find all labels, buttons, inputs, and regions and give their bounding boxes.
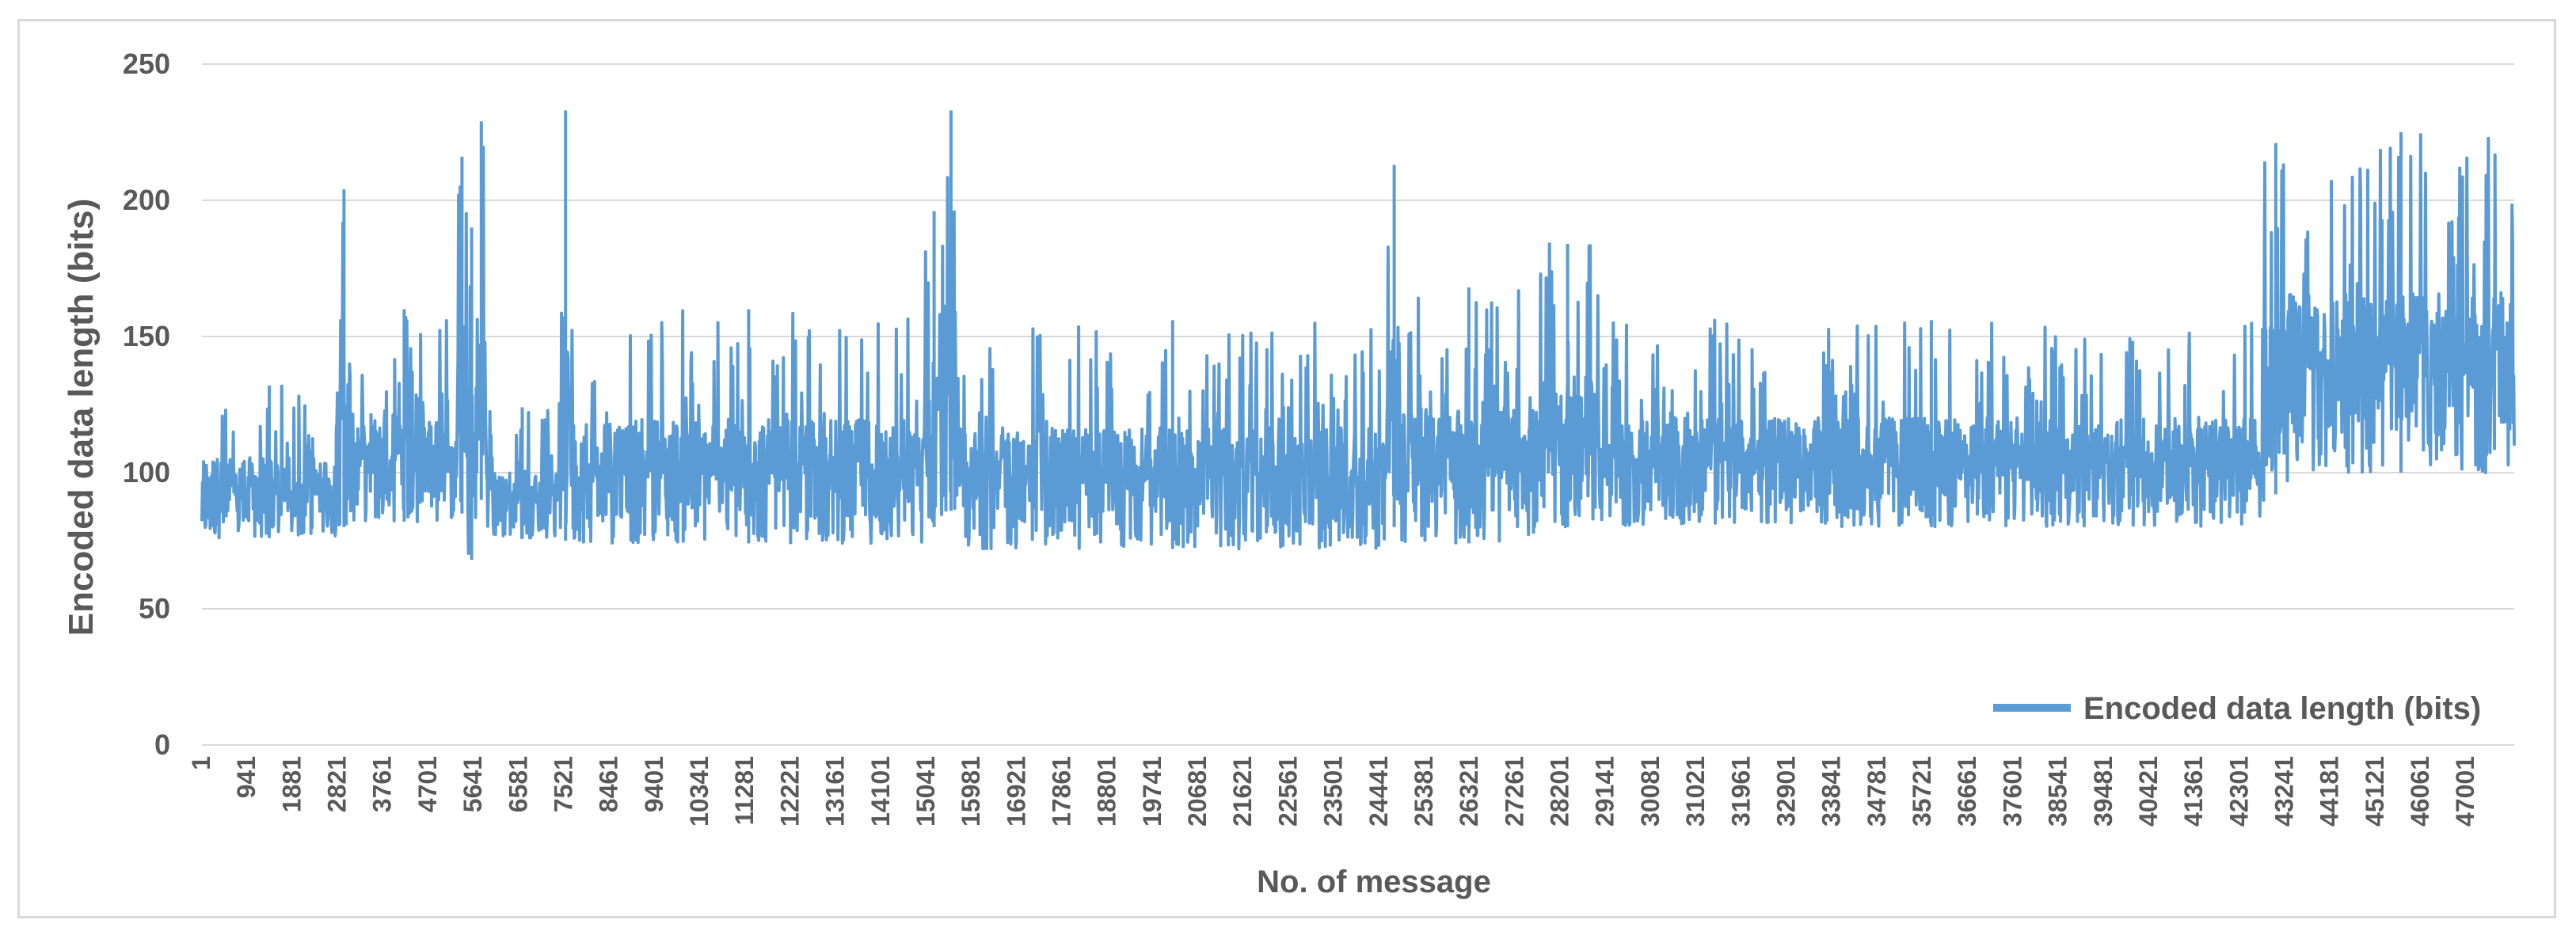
x-tick-label: 29141	[1591, 756, 1619, 827]
x-tick-label: 22561	[1273, 756, 1302, 827]
x-tick-label: 5641	[459, 756, 487, 812]
x-tick-label: 32901	[1772, 756, 1801, 827]
x-tick-label: 20681	[1183, 756, 1212, 827]
x-tick-label: 42301	[2224, 756, 2253, 827]
x-tick-label: 10341	[685, 756, 713, 827]
x-tick-label: 45121	[2361, 756, 2389, 827]
legend-label: Encoded data length (bits)	[2083, 691, 2481, 726]
x-tick-label: 1	[187, 756, 215, 770]
x-axis-title: No. of message	[1257, 865, 1491, 899]
legend: Encoded data length (bits)	[1993, 691, 2481, 726]
x-tick-label: 38541	[2044, 756, 2072, 827]
x-tick-label: 23501	[1319, 756, 1348, 827]
series-line-path	[200, 110, 2516, 561]
x-tick-labels: 1 941 1881 2821 3761 4701 5641 6581 7521 8461 9401…	[187, 756, 2479, 827]
x-tick-label: 24441	[1364, 756, 1393, 827]
x-tick-label: 941	[232, 756, 261, 798]
x-tick-label: 7521	[550, 756, 578, 812]
x-tick-label: 21621	[1228, 756, 1257, 827]
x-tick-label: 1881	[277, 756, 306, 812]
x-tick-label: 12221	[775, 756, 804, 827]
x-tick-label: 35721	[1908, 756, 1936, 827]
x-tick-label: 27261	[1500, 756, 1528, 827]
x-tick-label: 43241	[2270, 756, 2299, 827]
y-tick-label: 100	[123, 456, 170, 488]
y-tick-label: 200	[123, 184, 170, 216]
x-tick-label: 46061	[2406, 756, 2434, 827]
x-tick-label: 13161	[821, 756, 850, 827]
x-tick-label: 37601	[1998, 756, 2026, 827]
x-tick-label: 47001	[2451, 756, 2479, 827]
x-tick-label: 15981	[957, 756, 985, 827]
x-tick-label: 2821	[323, 756, 352, 812]
x-tick-label: 8461	[595, 756, 623, 812]
x-tick-label: 39481	[2089, 756, 2117, 827]
y-tick-label: 250	[123, 48, 170, 80]
y-tick-label: 150	[123, 320, 170, 352]
x-tick-label: 30081	[1636, 756, 1665, 827]
y-tick-label: 0	[154, 728, 170, 761]
x-tick-label: 15041	[911, 756, 940, 827]
x-tick-label: 41361	[2179, 756, 2208, 827]
x-tick-label: 18801	[1093, 756, 1121, 827]
x-tick-label: 25381	[1410, 756, 1438, 827]
x-tick-label: 40421	[2134, 756, 2163, 827]
x-tick-label: 44181	[2315, 756, 2344, 827]
y-tick-labels: 0 50 100 150 200 250	[123, 48, 170, 761]
x-tick-label: 17861	[1048, 756, 1076, 827]
x-tick-label: 6581	[504, 756, 532, 812]
y-axis-title: Encoded data length (bits)	[62, 199, 101, 636]
x-tick-label: 4701	[413, 756, 442, 812]
series-line	[200, 110, 2516, 561]
x-tick-label: 16921	[1002, 756, 1030, 827]
x-tick-label: 9401	[640, 756, 668, 812]
y-tick-label: 50	[139, 592, 170, 625]
x-tick-label: 3761	[368, 756, 397, 812]
x-tick-label: 34781	[1863, 756, 1891, 827]
line-chart: 0 50 100 150 200 250 1 941 1881 2821 3761 4701 5641…	[62, 48, 2516, 899]
x-tick-label: 33841	[1817, 756, 1846, 827]
x-tick-label: 19741	[1138, 756, 1166, 827]
x-tick-label: 11281	[730, 756, 759, 825]
x-tick-label: 31021	[1681, 756, 1710, 827]
x-tick-label: 26321	[1455, 756, 1483, 827]
x-tick-label: 31961	[1726, 756, 1755, 827]
x-tick-label: 36661	[1953, 756, 1981, 827]
x-tick-label: 14101	[866, 756, 895, 827]
chart-frame: 0 50 100 150 200 250 1 941 1881 2821 3761 4701 5641…	[17, 19, 2556, 918]
x-tick-label: 28201	[1546, 756, 1574, 827]
